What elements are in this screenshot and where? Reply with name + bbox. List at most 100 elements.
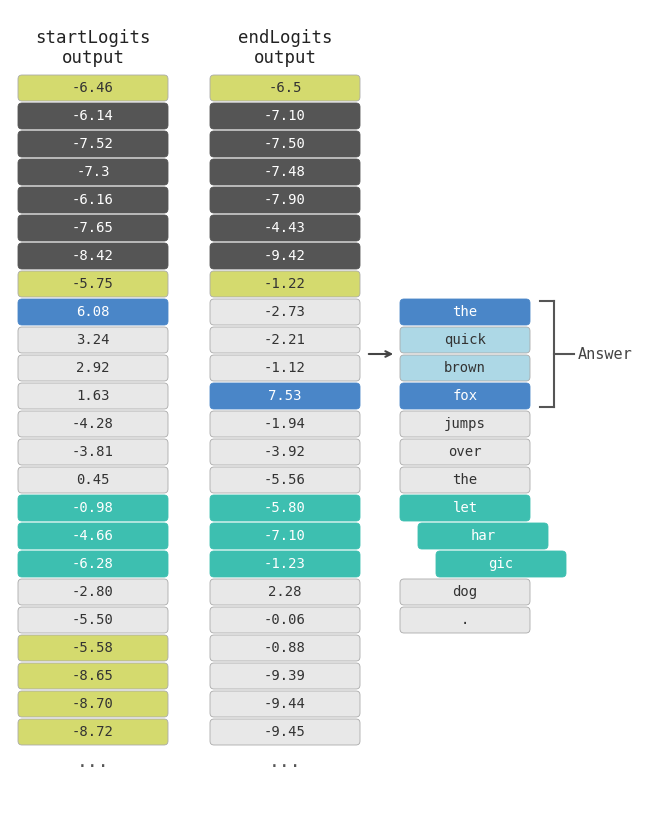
- Text: -9.42: -9.42: [264, 249, 306, 263]
- FancyBboxPatch shape: [210, 439, 360, 465]
- Text: endLogits
output: endLogits output: [238, 29, 332, 68]
- Text: 0.45: 0.45: [77, 473, 110, 487]
- FancyBboxPatch shape: [18, 243, 168, 269]
- Text: -2.73: -2.73: [264, 305, 306, 319]
- FancyBboxPatch shape: [210, 411, 360, 437]
- FancyBboxPatch shape: [210, 271, 360, 297]
- Text: over: over: [448, 445, 482, 459]
- FancyBboxPatch shape: [210, 663, 360, 689]
- FancyBboxPatch shape: [210, 75, 360, 101]
- FancyBboxPatch shape: [210, 103, 360, 129]
- Text: -8.72: -8.72: [72, 725, 114, 739]
- Text: -7.50: -7.50: [264, 137, 306, 151]
- Text: -1.23: -1.23: [264, 557, 306, 571]
- Text: dog: dog: [453, 585, 477, 599]
- Text: -1.22: -1.22: [264, 277, 306, 291]
- Text: har: har: [470, 529, 496, 543]
- Text: -3.92: -3.92: [264, 445, 306, 459]
- Text: -4.28: -4.28: [72, 417, 114, 431]
- Text: brown: brown: [444, 361, 486, 375]
- FancyBboxPatch shape: [18, 691, 168, 717]
- FancyBboxPatch shape: [18, 327, 168, 353]
- Text: 7.53: 7.53: [268, 389, 301, 403]
- Text: -0.06: -0.06: [264, 613, 306, 627]
- Text: startLogits
output: startLogits output: [35, 29, 151, 68]
- Text: the: the: [453, 305, 477, 319]
- FancyBboxPatch shape: [18, 103, 168, 129]
- Text: -5.56: -5.56: [264, 473, 306, 487]
- Text: -4.43: -4.43: [264, 221, 306, 235]
- FancyBboxPatch shape: [400, 439, 530, 465]
- FancyBboxPatch shape: [210, 691, 360, 717]
- Text: 1.63: 1.63: [77, 389, 110, 403]
- FancyBboxPatch shape: [210, 635, 360, 661]
- Text: -7.3: -7.3: [77, 165, 110, 179]
- Text: -6.5: -6.5: [268, 81, 301, 95]
- Text: -4.66: -4.66: [72, 529, 114, 543]
- Text: fox: fox: [453, 389, 477, 403]
- FancyBboxPatch shape: [210, 523, 360, 549]
- FancyBboxPatch shape: [18, 551, 168, 577]
- Text: 3.24: 3.24: [77, 333, 110, 347]
- FancyBboxPatch shape: [400, 355, 530, 381]
- FancyBboxPatch shape: [18, 131, 168, 157]
- FancyBboxPatch shape: [210, 607, 360, 633]
- FancyBboxPatch shape: [418, 523, 548, 549]
- FancyBboxPatch shape: [400, 411, 530, 437]
- FancyBboxPatch shape: [18, 299, 168, 325]
- Text: -9.39: -9.39: [264, 669, 306, 683]
- Text: -7.52: -7.52: [72, 137, 114, 151]
- Text: -6.28: -6.28: [72, 557, 114, 571]
- Text: -9.44: -9.44: [264, 697, 306, 711]
- FancyBboxPatch shape: [18, 579, 168, 605]
- Text: quick: quick: [444, 333, 486, 347]
- FancyBboxPatch shape: [210, 299, 360, 325]
- FancyBboxPatch shape: [18, 467, 168, 493]
- FancyBboxPatch shape: [210, 383, 360, 409]
- Text: gic: gic: [489, 557, 513, 571]
- FancyBboxPatch shape: [18, 187, 168, 213]
- Text: -0.88: -0.88: [264, 641, 306, 655]
- Text: the: the: [453, 473, 477, 487]
- FancyBboxPatch shape: [400, 327, 530, 353]
- Text: -1.94: -1.94: [264, 417, 306, 431]
- FancyBboxPatch shape: [400, 383, 530, 409]
- Text: -0.98: -0.98: [72, 501, 114, 515]
- FancyBboxPatch shape: [210, 215, 360, 241]
- FancyBboxPatch shape: [210, 327, 360, 353]
- FancyBboxPatch shape: [210, 495, 360, 521]
- Text: -5.75: -5.75: [72, 277, 114, 291]
- FancyBboxPatch shape: [400, 495, 530, 521]
- Text: ...: ...: [269, 753, 301, 771]
- FancyBboxPatch shape: [210, 131, 360, 157]
- Text: -7.90: -7.90: [264, 193, 306, 207]
- FancyBboxPatch shape: [18, 383, 168, 409]
- Text: -6.14: -6.14: [72, 109, 114, 123]
- FancyBboxPatch shape: [18, 439, 168, 465]
- FancyBboxPatch shape: [210, 467, 360, 493]
- Text: -5.50: -5.50: [72, 613, 114, 627]
- FancyBboxPatch shape: [400, 467, 530, 493]
- FancyBboxPatch shape: [18, 719, 168, 745]
- Text: Answer: Answer: [578, 347, 633, 362]
- FancyBboxPatch shape: [18, 215, 168, 241]
- FancyBboxPatch shape: [210, 719, 360, 745]
- FancyBboxPatch shape: [400, 607, 530, 633]
- Text: 6.08: 6.08: [77, 305, 110, 319]
- Text: -7.10: -7.10: [264, 529, 306, 543]
- FancyBboxPatch shape: [18, 411, 168, 437]
- FancyBboxPatch shape: [18, 607, 168, 633]
- Text: 2.28: 2.28: [268, 585, 301, 599]
- FancyBboxPatch shape: [18, 635, 168, 661]
- FancyBboxPatch shape: [210, 551, 360, 577]
- Text: let: let: [453, 501, 477, 515]
- Text: -2.80: -2.80: [72, 585, 114, 599]
- Text: -6.16: -6.16: [72, 193, 114, 207]
- Text: -9.45: -9.45: [264, 725, 306, 739]
- Text: -2.21: -2.21: [264, 333, 306, 347]
- FancyBboxPatch shape: [436, 551, 566, 577]
- FancyBboxPatch shape: [18, 495, 168, 521]
- Text: -7.10: -7.10: [264, 109, 306, 123]
- Text: -7.65: -7.65: [72, 221, 114, 235]
- Text: -5.58: -5.58: [72, 641, 114, 655]
